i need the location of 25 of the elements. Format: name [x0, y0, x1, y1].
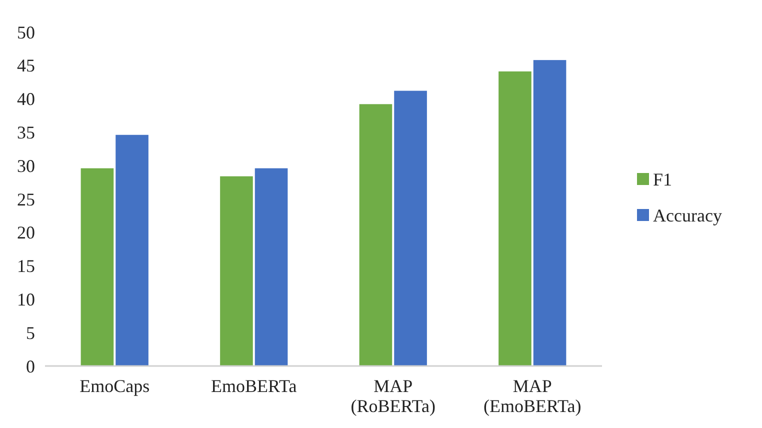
bar — [254, 168, 288, 366]
x-tick-label: MAP (RoBERTa) — [350, 376, 436, 416]
y-tick-label: 30 — [17, 156, 35, 176]
y-tick-label: 50 — [17, 22, 35, 42]
y-tick-label: 20 — [17, 222, 35, 243]
bar — [394, 90, 427, 366]
y-tick-label: 35 — [17, 122, 35, 142]
y-tick-label: 45 — [17, 56, 35, 76]
bar — [359, 104, 392, 366]
bar — [116, 134, 148, 366]
legend-label: F1 — [653, 169, 672, 190]
legend-label: Accuracy — [653, 205, 722, 226]
bar — [80, 168, 114, 366]
x-tick-label: MAP (EmoBERTa) — [484, 376, 582, 416]
y-tick-label: 10 — [17, 290, 35, 310]
bar — [498, 71, 532, 366]
x-tick-label: EmoCaps — [80, 376, 150, 396]
x-tick-label: EmoBERTa — [211, 376, 297, 396]
y-tick-label: 5 — [26, 322, 35, 343]
bar — [220, 176, 253, 366]
y-tick-label: 15 — [17, 256, 35, 276]
y-tick-label: 0 — [26, 356, 35, 376]
y-tick-label: 40 — [17, 89, 35, 110]
bar — [533, 60, 566, 366]
y-tick-label: 25 — [17, 189, 35, 210]
